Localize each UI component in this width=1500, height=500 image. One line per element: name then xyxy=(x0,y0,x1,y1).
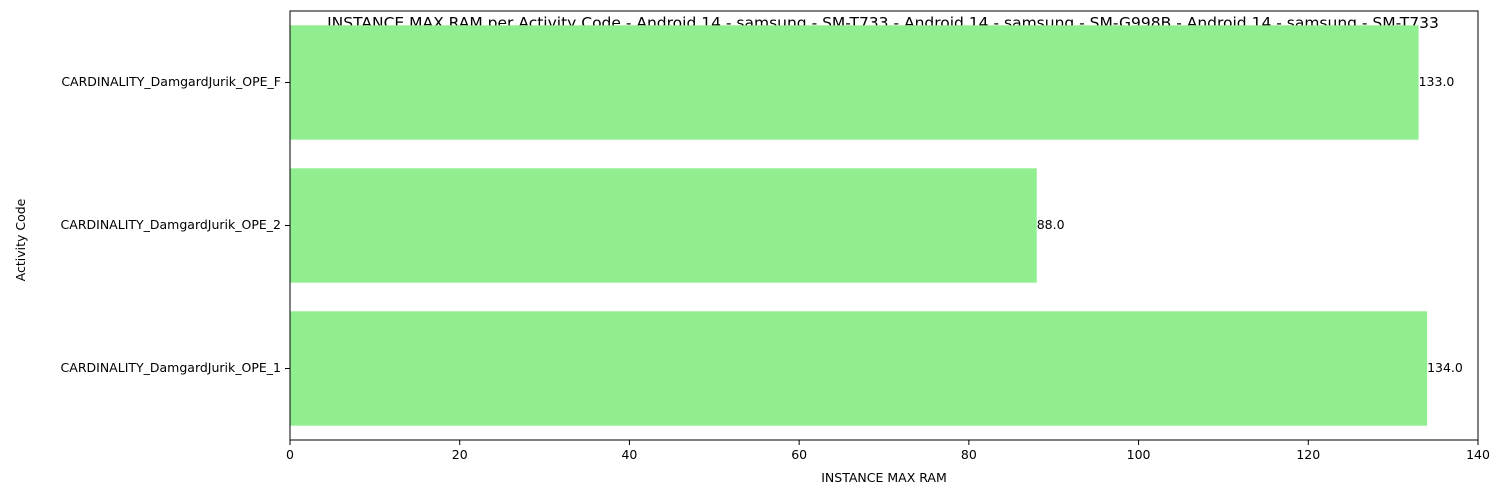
bar-2 xyxy=(290,168,1037,283)
x-tick-label-140: 140 xyxy=(1466,447,1490,462)
bar-1 xyxy=(290,25,1419,140)
y-tick-label-2: CARDINALITY_DamgardJurik_OPE_2 xyxy=(61,217,281,232)
value-label-2: 88.0 xyxy=(1037,217,1065,232)
x-tick-label-100: 100 xyxy=(1127,447,1151,462)
x-tick-label-40: 40 xyxy=(621,447,637,462)
x-tick-label-20: 20 xyxy=(452,447,468,462)
x-axis-label: INSTANCE MAX RAM xyxy=(821,470,947,485)
x-axis-ticks: 0 20 40 60 80 100 120 140 xyxy=(286,440,1490,462)
value-labels-group: 133.0 88.0 134.0 xyxy=(1037,74,1463,375)
bar-3 xyxy=(290,311,1428,426)
value-label-3: 134.0 xyxy=(1427,360,1463,375)
y-axis-label: Activity Code xyxy=(13,198,28,281)
x-tick-label-0: 0 xyxy=(286,447,294,462)
x-tick-label-60: 60 xyxy=(791,447,807,462)
y-tick-label-3: CARDINALITY_DamgardJurik_OPE_1 xyxy=(61,360,281,375)
y-tick-label-1: CARDINALITY_DamgardJurik_OPE_F xyxy=(61,74,281,89)
x-tick-label-80: 80 xyxy=(961,447,977,462)
y-axis-ticks: CARDINALITY_DamgardJurik_OPE_F CARDINALIT… xyxy=(61,74,290,375)
bars-group xyxy=(290,25,1428,426)
x-tick-label-120: 120 xyxy=(1296,447,1320,462)
value-label-1: 133.0 xyxy=(1419,74,1455,89)
